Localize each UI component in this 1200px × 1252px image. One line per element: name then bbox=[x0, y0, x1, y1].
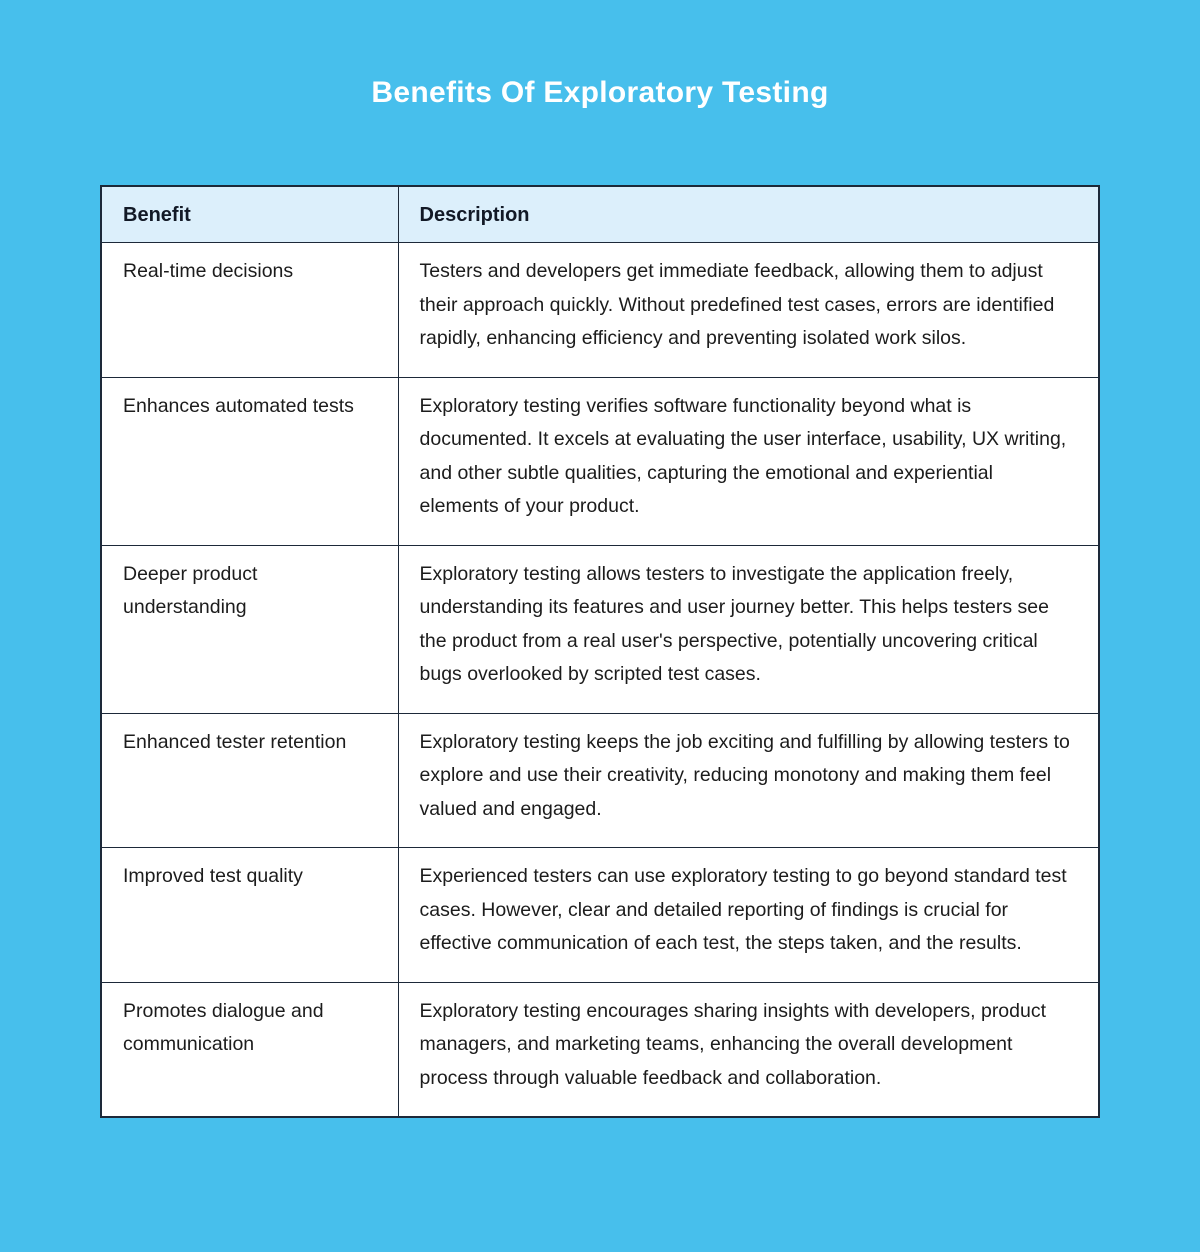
benefit-cell: Enhanced tester retention bbox=[100, 712, 399, 848]
header-row: Benefit Description bbox=[100, 185, 1100, 243]
description-cell: Experienced testers can use exploratory … bbox=[397, 847, 1100, 983]
table-row: Improved test quality Experienced tester… bbox=[100, 847, 1100, 983]
description-cell: Exploratory testing allows testers to in… bbox=[397, 544, 1100, 714]
table-row: Enhanced tester retention Exploratory te… bbox=[100, 712, 1100, 848]
description-cell: Exploratory testing encourages sharing i… bbox=[397, 981, 1100, 1118]
description-cell: Exploratory testing verifies software fu… bbox=[397, 376, 1100, 546]
benefit-cell: Enhances automated tests bbox=[100, 376, 399, 546]
description-cell: Testers and developers get immediate fee… bbox=[397, 242, 1100, 378]
table-header: Benefit Description bbox=[100, 185, 1100, 243]
column-header-benefit: Benefit bbox=[100, 185, 399, 243]
benefit-cell: Improved test quality bbox=[100, 847, 399, 983]
table-row: Enhances automated tests Exploratory tes… bbox=[100, 376, 1100, 546]
benefit-cell: Real-time decisions bbox=[100, 242, 399, 378]
description-cell: Exploratory testing keeps the job exciti… bbox=[397, 712, 1100, 848]
table-row: Promotes dialogue and communication Expl… bbox=[100, 981, 1100, 1118]
benefits-table: Benefit Description Real-time decisions … bbox=[100, 185, 1100, 1118]
benefit-cell: Deeper product understanding bbox=[100, 544, 399, 714]
table-row: Real-time decisions Testers and develope… bbox=[100, 242, 1100, 378]
table-row: Deeper product understanding Exploratory… bbox=[100, 544, 1100, 714]
column-header-description: Description bbox=[397, 185, 1100, 243]
page-title: Benefits Of Exploratory Testing bbox=[371, 76, 829, 109]
table-body: Real-time decisions Testers and develope… bbox=[100, 242, 1100, 1118]
benefit-cell: Promotes dialogue and communication bbox=[100, 981, 399, 1118]
